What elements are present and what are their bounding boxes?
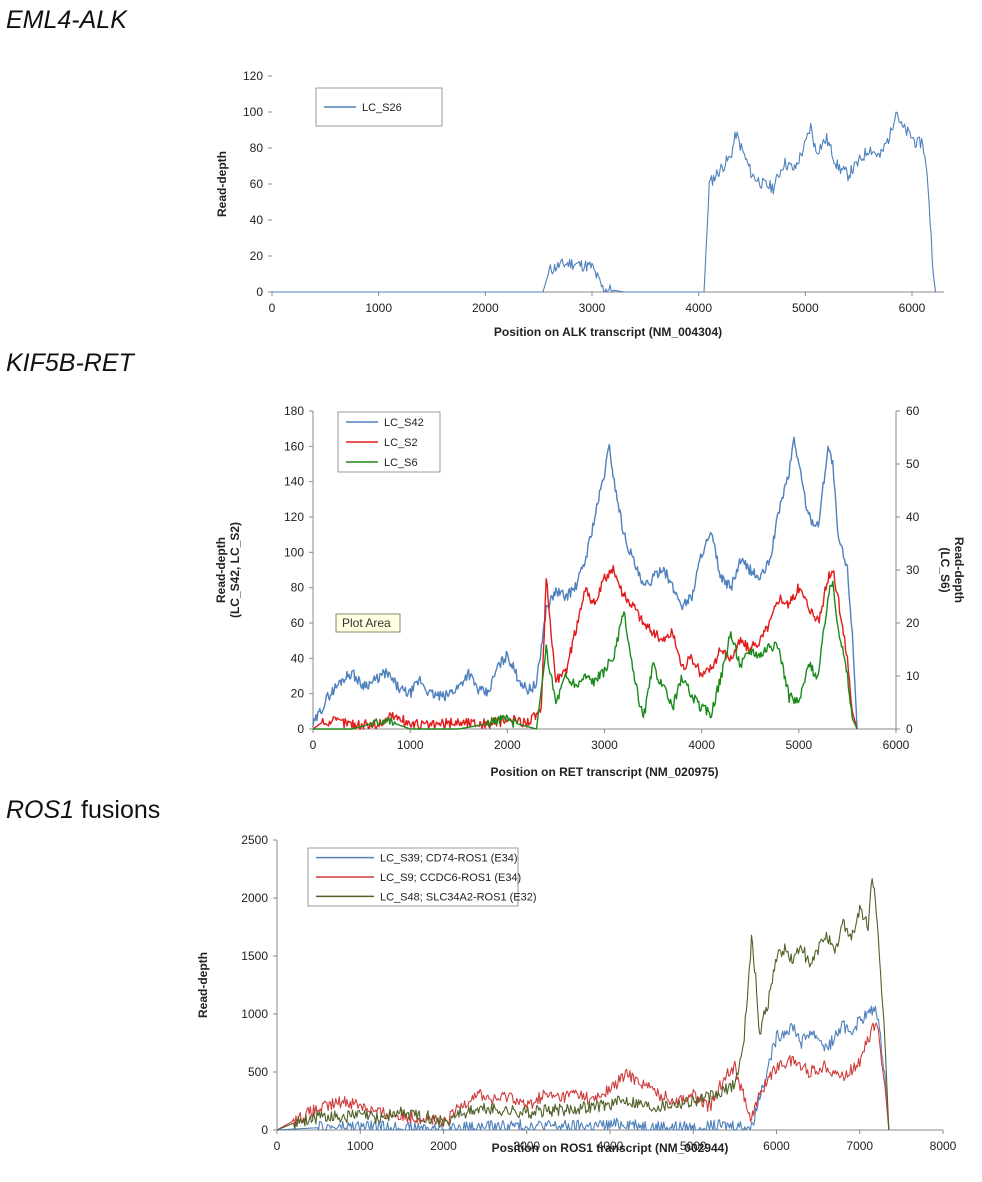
plot-area-tooltip-text: Plot Area: [342, 616, 391, 630]
y-tick-label: 80: [291, 581, 305, 595]
y-tick-label: 0: [256, 285, 263, 299]
x-tick-label: 8000: [930, 1139, 957, 1153]
x-tick-label: 1000: [397, 738, 424, 752]
y-tick-label: 100: [243, 105, 263, 119]
x-tick-label: 4000: [597, 1139, 624, 1153]
y-tick-label: 1500: [241, 949, 268, 963]
x-tick-label: 6000: [763, 1139, 790, 1153]
legend-label: LC_S26: [362, 102, 402, 114]
y-tick-label: 60: [291, 616, 305, 630]
x-tick-label: 5000: [785, 738, 812, 752]
y-tick-label: 100: [284, 545, 304, 559]
x-tick-label: 1000: [347, 1139, 374, 1153]
x-tick-label: 3000: [591, 738, 618, 752]
y-tick-label: 500: [248, 1065, 268, 1079]
legend-label: LC_S42: [384, 417, 424, 429]
y-tick-label: 40: [250, 213, 264, 227]
x-tick-label: 3000: [513, 1139, 540, 1153]
x-tick-label: 2000: [430, 1139, 457, 1153]
x-tick-label: 4000: [688, 738, 715, 752]
legend-label: LC_S6: [384, 457, 418, 469]
x-tick-label: 7000: [846, 1139, 873, 1153]
y2-tick-label: 10: [906, 669, 920, 683]
y-tick-label: 120: [243, 69, 263, 83]
y-tick-label: 160: [284, 439, 304, 453]
y-axis-label: Read-depth: [196, 952, 210, 1018]
x-tick-label: 5000: [680, 1139, 707, 1153]
y2-tick-label: 50: [906, 457, 920, 471]
x-tick-label: 3000: [579, 301, 606, 315]
series-line-1: [272, 111, 937, 293]
y2-tick-label: 60: [906, 404, 920, 418]
series-line-3: [313, 580, 858, 730]
section-title-eml4-alk: EML4-ALK: [6, 6, 127, 34]
series-line-2: [276, 1022, 890, 1131]
x-tick-label: 1000: [365, 301, 392, 315]
series-line-1: [312, 436, 858, 730]
x-axis-label: Position on RET transcript (NM_020975): [490, 765, 718, 779]
y-tick-label: 2000: [241, 891, 268, 905]
y2-tick-label: 40: [906, 510, 920, 524]
series-line-2: [312, 564, 858, 730]
legend-label: LC_S2: [384, 437, 418, 449]
y-tick-label: 2500: [241, 833, 268, 847]
x-tick-label: 0: [269, 301, 276, 315]
y-tick-label: 120: [284, 510, 304, 524]
y-tick-label: 60: [250, 177, 264, 191]
y-tick-label: 180: [284, 404, 304, 418]
y2-tick-label: 0: [906, 722, 913, 736]
y-tick-label: 20: [250, 249, 264, 263]
x-tick-label: 4000: [685, 301, 712, 315]
y-tick-label: 0: [261, 1123, 268, 1137]
y-tick-label: 40: [291, 651, 305, 665]
chart-1: 0 1000 2000 3000 4000 5000 6000 0 20 40 60 80 100 120…: [215, 69, 944, 339]
y-tick-label: 140: [284, 475, 304, 489]
series-line-1: [276, 1005, 890, 1131]
y2-tick-label: 30: [906, 563, 920, 577]
x-axis-label: Position on ALK transcript (NM_004304): [494, 325, 722, 339]
x-tick-label: 2000: [494, 738, 521, 752]
y2-axis-label: Read-depth(LC_S6): [938, 537, 966, 603]
section-title-ros1: ROS1 fusions: [6, 796, 161, 824]
x-tick-label: 2000: [472, 301, 499, 315]
x-tick-label: 5000: [792, 301, 819, 315]
x-tick-label: 0: [274, 1139, 281, 1153]
legend-label: LC_S39; CD74-ROS1 (E34): [380, 853, 518, 865]
series-line-3: [276, 878, 890, 1131]
x-tick-label: 6000: [883, 738, 910, 752]
y-axis-label: Read-depth(LC_S42, LC_S2): [214, 522, 242, 618]
x-tick-label: 6000: [899, 301, 926, 315]
plot-area-tooltip: [335, 613, 401, 633]
y-tick-label: 20: [291, 687, 305, 701]
legend-label: LC_S48; SLC34A2-ROS1 (E32): [380, 891, 537, 903]
section-title-kif5b-ret: KIF5B-RET: [6, 349, 134, 377]
y-tick-label: 0: [297, 722, 304, 736]
y-tick-label: 80: [250, 141, 264, 155]
y-axis-label: Read-depth: [215, 151, 229, 217]
chart-3: 0 1000 2000 3000 4000 5000 6000 7000 8000 0 500 100…: [196, 833, 957, 1155]
legend-label: LC_S9; CCDC6-ROS1 (E34): [380, 872, 521, 884]
x-axis-label: Position on ROS1 transcript (NM_002944): [492, 1141, 729, 1155]
y2-tick-label: 20: [906, 616, 920, 630]
x-tick-label: 0: [310, 738, 317, 752]
y-tick-label: 1000: [241, 1007, 268, 1021]
chart-2: 0 1000 2000 3000 4000 5000 6000020406080100120…: [214, 404, 966, 779]
